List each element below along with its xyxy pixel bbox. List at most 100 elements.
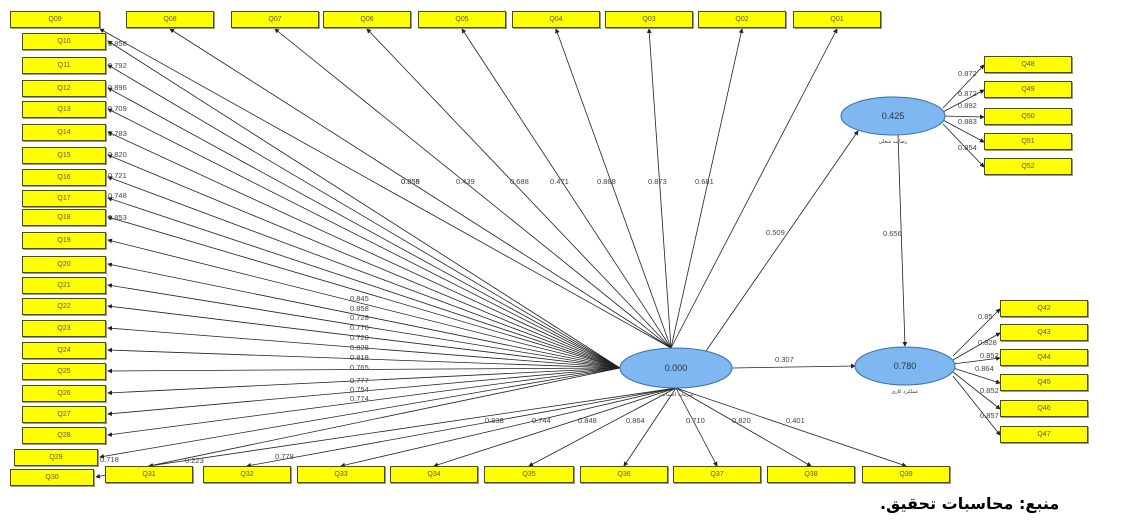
loading-label-mid-1: 0.754 [350,385,369,394]
indicator-box-q14: Q14 [22,124,106,141]
indicator-box-q25: Q25 [22,363,106,380]
loading-line-q33 [340,387,677,468]
loading-label-q13: 0.709 [108,104,127,113]
indicator-box-q51: Q51 [984,133,1072,150]
loading-line-q35 [528,387,677,467]
loading-label-q26: 0.720 [350,333,369,342]
loading-line-q47 [952,375,1001,436]
loading-label-q42: 0.85 [978,312,993,321]
loading-line-q12 [107,87,621,369]
indicator-box-q38: Q38 [767,466,855,483]
indicator-box-q27: Q27 [22,406,106,423]
loading-line-q48 [942,64,985,109]
indicator-box-q22: Q22 [22,298,106,315]
path-c1-c3 [731,363,856,369]
loading-label-q44: 0.852 [980,351,999,360]
loading-label-q36: 0.848 [578,416,597,425]
loading-line-q34 [433,387,677,468]
loading-label-q07: 0.858 [401,177,420,186]
loading-line-q46 [952,371,1001,410]
indicator-box-q05: Q05 [418,11,506,28]
indicator-box-q36: Q36 [580,466,668,483]
loading-line-q23 [107,325,621,369]
loading-label-q01: 0.681 [695,177,714,186]
loading-line-q42 [952,308,1001,357]
loading-line-q27 [107,367,621,417]
indicator-box-q33: Q33 [297,466,385,483]
loading-line-q16 [107,176,621,369]
indicator-box-q02: Q02 [698,11,786,28]
loading-label-q17: 0.748 [108,191,127,200]
loading-label-q24: 0.728 [350,313,369,322]
loading-label-q22: 0.845 [350,294,369,303]
loading-line-q11 [107,64,621,369]
indicator-box-q15: Q15 [22,147,106,164]
loading-line-q26 [107,367,621,396]
loading-label-q51: 0.883 [958,117,977,126]
loading-line-q38 [675,387,812,467]
indicator-box-q08: Q08 [126,11,214,28]
loading-label-q04: 0.471 [550,177,569,186]
path-coef-c1-c2: 0.509 [766,228,785,237]
loading-line-q31 [148,387,677,468]
loading-line-q10 [107,40,621,369]
indicator-box-q21: Q21 [22,277,106,294]
indicator-box-q19: Q19 [22,232,106,249]
indicator-box-q06: Q06 [323,11,411,28]
loading-line-q15 [107,154,621,369]
loading-line-q08 [169,28,672,349]
construct-value-c2: 0.425 [882,111,905,121]
loading-line-q05 [461,28,672,349]
indicator-box-q16: Q16 [22,169,106,186]
loading-label-q31: 0.223 [185,456,204,465]
loading-label-q23: 0.858 [350,304,369,313]
source-note: منبع: محاسبات تحقیق. [880,494,1060,513]
loading-line-q04 [555,28,672,349]
loading-label-q32: 0.778 [275,452,294,461]
indicator-box-q32: Q32 [203,466,291,483]
path-coef-c2-c3: 0.656 [883,229,902,238]
indicator-box-q20: Q20 [22,256,106,273]
loading-line-q21 [107,283,621,369]
path-c1-c2 [705,130,859,352]
loading-label-q18: 0.853 [108,213,127,222]
indicator-box-q49: Q49 [984,81,1072,98]
loading-line-q51 [942,119,985,143]
loading-line-q09 [99,28,672,349]
loading-line-q06 [366,28,672,349]
loading-line-q36 [623,387,677,467]
loading-label-q16: 0.721 [108,171,127,180]
indicator-box-q30: Q30 [10,469,94,486]
loading-label-q11: 0.792 [108,61,127,70]
indicator-box-q12: Q12 [22,80,106,97]
loading-line-q19 [107,238,621,369]
loading-label-q29: 0.765 [350,363,369,372]
loading-line-q32 [246,387,677,468]
loading-label-q10: 0.858 [108,39,127,48]
loading-label-q50: 0.892 [958,101,977,110]
loading-line-q39 [675,387,907,467]
indicator-box-q11: Q11 [22,57,106,74]
loading-line-q24 [107,347,621,369]
construct-label-c1: سرمایه اجتماعی [659,392,693,398]
indicator-box-q45: Q45 [1000,374,1088,391]
loading-label-q49: 0.872 [958,89,977,98]
loading-line-q20 [107,262,621,369]
indicator-box-q50: Q50 [984,108,1072,125]
loading-label-q38: 0.710 [686,416,705,425]
loading-label-mid-0: 0.777 [350,376,369,385]
loading-line-q14 [107,131,621,369]
loading-label-q40: 0.401 [786,416,805,425]
loading-line-q22 [107,304,621,369]
loading-label-q06: 0.439 [456,177,475,186]
loading-label-q09: 0.855 [401,177,420,186]
loading-line-q01 [670,28,838,349]
indicator-box-q24: Q24 [22,342,106,359]
loading-line-q30 [95,367,621,479]
loading-label-q46: 0.852 [980,386,999,395]
construct-value-c1: 0.000 [665,363,688,373]
construct-label-c3: عملکرد کاری [891,389,918,395]
indicator-box-q03: Q03 [605,11,693,28]
indicator-box-q46: Q46 [1000,400,1088,417]
loading-label-q02: 0.873 [648,177,667,186]
